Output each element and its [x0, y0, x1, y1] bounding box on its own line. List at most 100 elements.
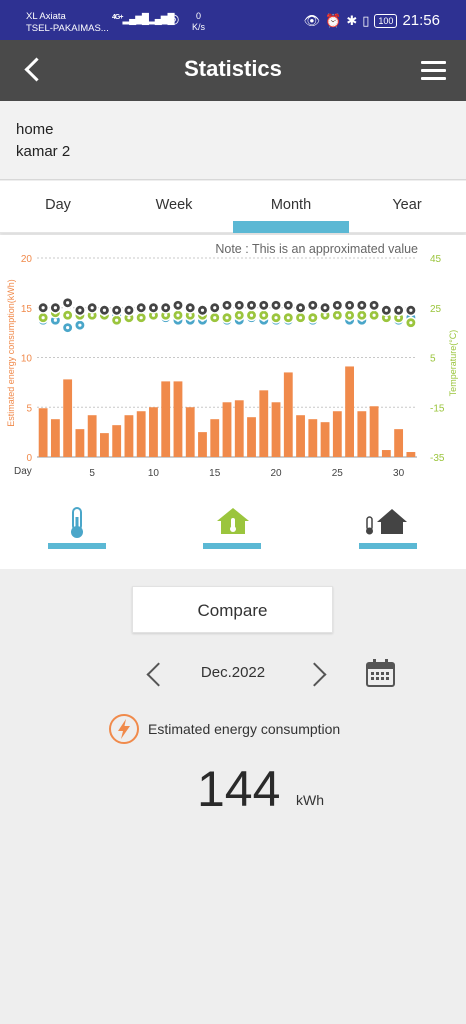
bar [38, 408, 48, 457]
temperature-point-center [139, 306, 143, 310]
bar [332, 411, 342, 457]
temperature-point-center [384, 308, 388, 312]
consumption-unit: kWh [296, 792, 324, 808]
temperature-point-center [213, 316, 217, 320]
temperature-point-center [335, 313, 339, 317]
legend-outdoor-indoor[interactable] [359, 505, 419, 549]
bar [100, 433, 109, 457]
chart-bars [38, 366, 416, 457]
temperature-point-center [323, 306, 327, 310]
device-header: home kamar 2 [0, 101, 466, 180]
compare-button[interactable]: Compare [132, 586, 333, 633]
temperature-point-center [78, 323, 82, 327]
bar [381, 450, 391, 457]
temperature-point-center [286, 303, 290, 307]
legend-outdoor[interactable] [48, 505, 108, 549]
x-tick-label: 15 [209, 468, 221, 479]
period-tabs: Day Week Month Year [0, 181, 466, 233]
y-tick-label: 5 [26, 403, 32, 414]
temperature-point-center [347, 313, 352, 317]
bar [234, 400, 244, 457]
tab-year[interactable]: Year [392, 197, 422, 213]
temperature-point-center [66, 301, 70, 305]
temperature-point-center [151, 313, 156, 317]
bar [112, 425, 122, 457]
temperature-point-center [298, 316, 303, 320]
temperature-point-center [262, 313, 266, 317]
page-title: Statistics [184, 56, 282, 81]
bar [406, 452, 416, 457]
bar [308, 419, 318, 457]
temperature-point-center [176, 313, 180, 317]
consumption-label: Estimated energy consumption [148, 721, 341, 737]
temperature-point-center [311, 316, 315, 320]
temperature-point-center [409, 321, 413, 325]
x-tick-label: 5 [89, 468, 95, 479]
legend-outdoor-indoor-bar [359, 543, 417, 549]
temperature-point-center [225, 316, 229, 320]
temperature-point-center [127, 316, 131, 320]
temperature-point-center [90, 313, 94, 317]
x-tick-label: 20 [270, 468, 282, 479]
calendar-icon[interactable] [366, 659, 395, 687]
menu-icon[interactable] [421, 61, 446, 80]
temperature-point-center [237, 313, 241, 317]
temperature-point-center [66, 313, 70, 317]
tab-day[interactable]: Day [45, 197, 71, 213]
temperature-point-center [139, 316, 143, 320]
clock: 21:56 [402, 12, 440, 29]
bar [357, 411, 367, 457]
previous-period-button[interactable] [142, 660, 166, 688]
legend-indoor-bar [203, 543, 261, 549]
temperature-point-center [176, 303, 180, 307]
temperature-point-center [262, 303, 266, 307]
tab-week[interactable]: Week [155, 197, 193, 213]
signal-icon-2: ▂▄▆█ [148, 14, 175, 25]
temperature-point-center [164, 306, 168, 310]
temperature-point-center [409, 308, 413, 312]
app-bar: Statistics [0, 40, 466, 101]
tab-indicator [233, 221, 349, 233]
temperature-point-center [384, 316, 388, 320]
bar [394, 429, 404, 457]
bar [283, 372, 293, 457]
temperature-point-center [164, 313, 168, 317]
bar [259, 390, 269, 457]
chart-axes: 0 5 10 15 20 -35 -15 5 25 45 5 10 15 20 25 30 [21, 254, 445, 479]
temperature-point-center [360, 303, 364, 307]
temperature-point-center [286, 316, 290, 320]
temperature-point-center [78, 308, 82, 312]
y-tick-label: 10 [21, 354, 33, 365]
temperature-point-center [397, 308, 401, 312]
temperature-point-center [53, 318, 57, 322]
temperature-point-center [213, 306, 217, 310]
temperature-point-center [372, 303, 376, 307]
temperature-point-center [188, 306, 192, 310]
chart-note: Note : This is an approximated value [215, 242, 418, 256]
bar [50, 419, 60, 457]
temperature-point-center [360, 313, 364, 317]
y-axis-label: Estimated energy consumption(kWh) [6, 279, 16, 427]
temperature-point-center [274, 303, 278, 307]
next-period-button[interactable] [306, 660, 330, 688]
carrier-info: XL Axiata TSEL-PAKAIMAS... [26, 11, 109, 35]
status-right: 👁 ⏰ ✱ ▯ 100 21:56 [304, 12, 440, 29]
bar [161, 381, 171, 457]
tab-month[interactable]: Month [270, 197, 312, 213]
y2-tick-label: -15 [430, 403, 445, 414]
bar [369, 406, 379, 457]
energy-chart: 0 5 10 15 20 -35 -15 5 25 45 5 10 15 20 25 30 Note : Th… [6, 242, 458, 479]
consumption-row: Estimated energy consumption [108, 713, 340, 745]
temperature-point-center [311, 303, 315, 307]
x-axis-label: Day [14, 466, 32, 477]
alarm-icon: ⏰ [325, 12, 342, 28]
x-tick-label: 10 [148, 468, 160, 479]
temperature-point-center [249, 303, 254, 307]
bar [173, 381, 183, 457]
legend-indoor[interactable] [203, 505, 263, 549]
signal-icon: 4G+▂▄▆█ [112, 14, 149, 25]
temperature-point-center [151, 306, 156, 310]
temperature-point-center [127, 308, 131, 312]
temperature-point-center [53, 306, 57, 310]
chart-card: 0 5 10 15 20 -35 -15 5 25 45 5 10 15 20 25 30 Note : Th… [0, 235, 466, 569]
